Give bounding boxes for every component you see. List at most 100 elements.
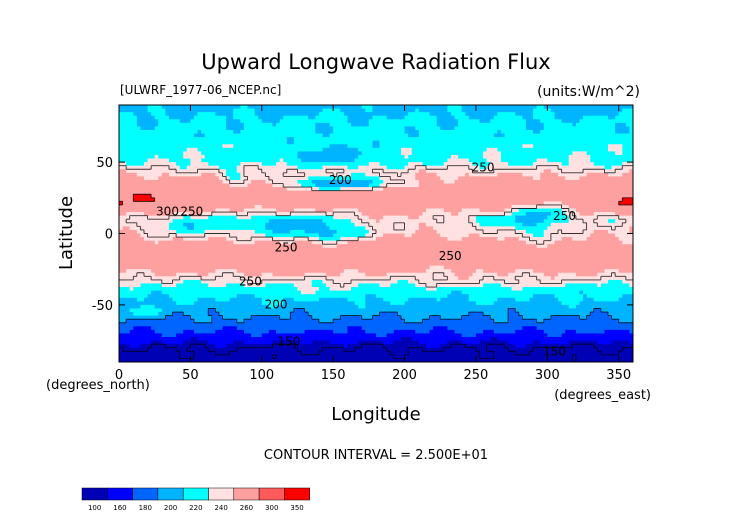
field-cell <box>622 144 627 149</box>
field-cell <box>543 115 548 120</box>
field-cell <box>119 226 123 231</box>
field-cell <box>243 105 248 109</box>
field-cell <box>379 165 384 170</box>
field-cell <box>540 108 545 113</box>
field-cell <box>586 105 591 109</box>
field-cell <box>258 212 263 217</box>
field-cell <box>565 194 570 199</box>
field-cell <box>618 137 623 142</box>
field-cell <box>208 122 213 127</box>
field-cell <box>233 108 238 113</box>
field-cell <box>500 112 505 117</box>
field-cell <box>379 126 384 131</box>
field-cell <box>204 108 209 113</box>
field-cell <box>608 204 612 209</box>
field-cell <box>151 158 156 163</box>
field-cell <box>586 122 591 127</box>
field-cell <box>572 190 577 195</box>
field-cell <box>561 158 566 163</box>
field-cell <box>376 119 380 124</box>
field-cell <box>397 190 402 195</box>
field-cell <box>272 204 277 209</box>
field-cell <box>251 176 256 181</box>
field-cell <box>136 119 141 124</box>
field-cell <box>165 183 170 188</box>
field-cell <box>422 197 427 202</box>
field-cell <box>536 176 541 181</box>
field-cell <box>386 133 391 138</box>
field-cell <box>247 126 252 131</box>
field-cell <box>222 194 227 199</box>
field-cell <box>361 154 366 159</box>
field-cell <box>365 190 370 195</box>
field-cell <box>515 212 520 217</box>
field-cell <box>454 222 459 227</box>
field-cell <box>543 187 548 192</box>
field-cell <box>329 187 334 192</box>
field-cell <box>515 119 520 124</box>
field-cell <box>165 169 170 174</box>
field-cell <box>525 190 530 195</box>
field-cell <box>475 219 480 224</box>
field-cell <box>575 176 580 181</box>
field-cell <box>147 140 152 145</box>
field-cell <box>143 208 148 213</box>
field-cell <box>497 162 502 167</box>
field-cell <box>568 119 573 124</box>
field-cell <box>329 190 334 195</box>
field-cell <box>318 137 323 142</box>
field-cell <box>390 126 395 131</box>
field-cell <box>343 190 348 195</box>
field-cell <box>515 112 520 117</box>
field-cell <box>493 197 498 202</box>
field-cell <box>290 115 295 120</box>
field-cell <box>193 212 198 217</box>
field-cell <box>615 158 620 163</box>
field-cell <box>433 197 438 202</box>
field-cell <box>293 204 298 209</box>
field-cell <box>283 226 288 231</box>
field-cell <box>122 222 127 227</box>
field-cell <box>218 108 223 113</box>
field-cell <box>186 172 191 177</box>
field-cell <box>122 208 127 213</box>
field-cell <box>540 158 545 163</box>
field-cell <box>272 151 277 156</box>
field-cell <box>365 122 370 127</box>
field-cell <box>568 183 573 188</box>
field-cell <box>143 183 148 188</box>
field-cell <box>500 137 505 142</box>
field-cell <box>168 176 173 181</box>
field-cell <box>383 147 388 152</box>
field-cell <box>279 169 284 174</box>
field-cell <box>568 172 573 177</box>
field-cell <box>568 140 573 145</box>
field-cell <box>151 190 156 195</box>
field-cell <box>429 226 434 231</box>
field-cell <box>586 179 591 184</box>
field-cell <box>608 144 612 149</box>
field-cell <box>293 122 298 127</box>
field-cell <box>443 147 448 152</box>
field-cell <box>254 115 259 120</box>
field-cell <box>415 197 420 202</box>
field-cell <box>608 140 612 145</box>
field-cell <box>472 208 477 213</box>
field-cell <box>140 176 145 181</box>
field-cell <box>600 169 605 174</box>
field-cell <box>179 190 184 195</box>
field-cell <box>308 133 313 138</box>
field-cell <box>625 105 630 109</box>
field-cell <box>404 169 409 174</box>
field-cell <box>497 140 502 145</box>
field-cell <box>301 190 306 195</box>
field-cell <box>483 108 488 113</box>
field-cell <box>379 190 384 195</box>
field-cell <box>433 187 438 192</box>
field-cell <box>208 176 213 181</box>
field-cell <box>565 144 570 149</box>
field-cell <box>461 197 466 202</box>
field-cell <box>154 165 159 170</box>
field-cell <box>343 179 348 184</box>
field-cell <box>511 126 516 131</box>
